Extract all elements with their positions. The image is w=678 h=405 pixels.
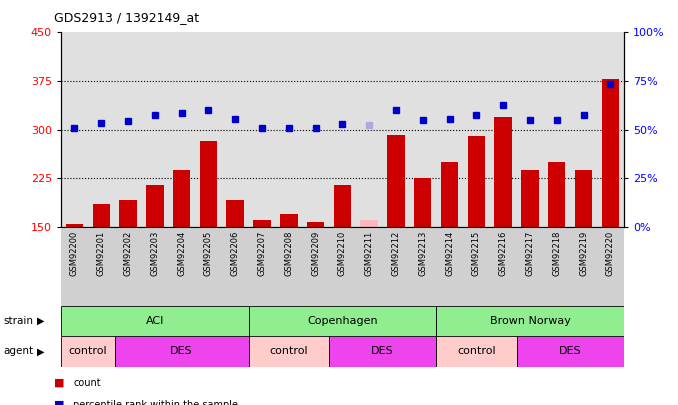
- Bar: [334, 185, 351, 227]
- Bar: [382, 227, 410, 306]
- Bar: [307, 222, 324, 227]
- Text: ▶: ▶: [37, 346, 45, 356]
- Text: GSM92208: GSM92208: [284, 231, 294, 276]
- Bar: [254, 220, 271, 227]
- Text: GSM92207: GSM92207: [258, 231, 266, 276]
- Bar: [441, 162, 458, 227]
- Bar: [468, 136, 485, 227]
- Bar: [463, 227, 490, 306]
- Bar: [226, 200, 244, 227]
- Bar: [61, 336, 115, 367]
- Text: strain: strain: [3, 316, 33, 326]
- Bar: [436, 227, 463, 306]
- Bar: [249, 227, 275, 306]
- Bar: [410, 227, 436, 306]
- Text: GSM92206: GSM92206: [231, 231, 240, 276]
- Text: ▶: ▶: [37, 316, 45, 326]
- Text: GSM92205: GSM92205: [204, 231, 213, 276]
- Text: DES: DES: [170, 346, 193, 356]
- Bar: [601, 79, 619, 227]
- Bar: [88, 227, 115, 306]
- Bar: [142, 227, 168, 306]
- Bar: [61, 227, 88, 306]
- Text: GSM92213: GSM92213: [418, 231, 427, 276]
- Bar: [414, 178, 431, 227]
- Bar: [249, 306, 436, 336]
- Bar: [168, 227, 195, 306]
- Bar: [329, 336, 436, 367]
- Text: GSM92214: GSM92214: [445, 231, 454, 276]
- Bar: [195, 227, 222, 306]
- Bar: [356, 227, 382, 306]
- Text: DES: DES: [559, 346, 582, 356]
- Bar: [119, 200, 137, 227]
- Text: GSM92218: GSM92218: [553, 231, 561, 276]
- Text: count: count: [73, 378, 101, 388]
- Bar: [115, 336, 249, 367]
- Text: Copenhagen: Copenhagen: [307, 316, 378, 326]
- Bar: [275, 227, 302, 306]
- Text: GSM92220: GSM92220: [606, 231, 615, 276]
- Text: GSM92219: GSM92219: [579, 231, 588, 276]
- Text: GSM92211: GSM92211: [365, 231, 374, 276]
- Bar: [517, 336, 624, 367]
- Bar: [597, 227, 624, 306]
- Text: control: control: [68, 346, 107, 356]
- Text: GSM92212: GSM92212: [391, 231, 401, 276]
- Bar: [66, 224, 83, 227]
- Bar: [200, 141, 217, 227]
- Bar: [222, 227, 249, 306]
- Text: ■: ■: [54, 378, 64, 388]
- Bar: [173, 170, 191, 227]
- Text: GSM92201: GSM92201: [97, 231, 106, 276]
- Bar: [61, 306, 249, 336]
- Text: agent: agent: [3, 346, 33, 356]
- Text: GSM92209: GSM92209: [311, 231, 320, 276]
- Bar: [570, 227, 597, 306]
- Text: percentile rank within the sample: percentile rank within the sample: [73, 400, 238, 405]
- Bar: [575, 170, 593, 227]
- Text: GSM92217: GSM92217: [525, 231, 534, 276]
- Bar: [521, 170, 539, 227]
- Text: GSM92215: GSM92215: [472, 231, 481, 276]
- Bar: [280, 214, 298, 227]
- Bar: [329, 227, 356, 306]
- Bar: [146, 185, 163, 227]
- Bar: [436, 336, 517, 367]
- Text: GSM92200: GSM92200: [70, 231, 79, 276]
- Bar: [115, 227, 142, 306]
- Bar: [543, 227, 570, 306]
- Text: GSM92203: GSM92203: [151, 231, 159, 276]
- Text: GSM92202: GSM92202: [123, 231, 132, 276]
- Text: Brown Norway: Brown Norway: [490, 316, 570, 326]
- Bar: [517, 227, 543, 306]
- Bar: [436, 306, 624, 336]
- Bar: [387, 135, 405, 227]
- Bar: [361, 220, 378, 227]
- Text: GSM92204: GSM92204: [177, 231, 186, 276]
- Bar: [490, 227, 517, 306]
- Bar: [302, 227, 329, 306]
- Text: GDS2913 / 1392149_at: GDS2913 / 1392149_at: [54, 11, 199, 24]
- Text: ACI: ACI: [146, 316, 164, 326]
- Bar: [494, 117, 512, 227]
- Text: control: control: [269, 346, 308, 356]
- Text: ■: ■: [54, 400, 64, 405]
- Text: GSM92216: GSM92216: [499, 231, 508, 276]
- Bar: [548, 162, 565, 227]
- Text: GSM92210: GSM92210: [338, 231, 347, 276]
- Text: DES: DES: [372, 346, 394, 356]
- Bar: [92, 204, 110, 227]
- Bar: [249, 336, 329, 367]
- Text: control: control: [457, 346, 496, 356]
